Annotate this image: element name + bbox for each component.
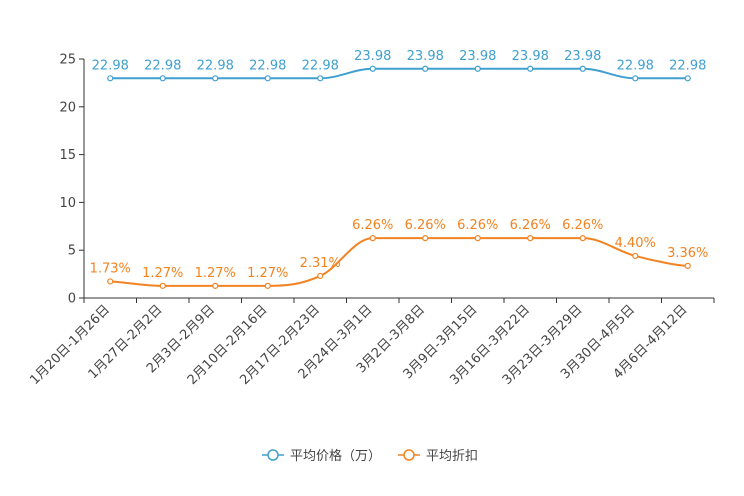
legend-item-1[interactable]: 平均折扣: [398, 449, 478, 464]
series-1-point[interactable]: [317, 272, 324, 280]
series-0-data-label: 23.98: [407, 49, 444, 64]
series-0-data-label: 22.98: [197, 58, 234, 73]
series-0-point[interactable]: [579, 65, 586, 72]
y-tick-label: 5: [68, 244, 76, 259]
y-tick-label: 15: [59, 148, 76, 163]
y-tick-label: 10: [59, 196, 76, 211]
y-tick-label: 25: [59, 53, 76, 68]
legend-item-0[interactable]: 平均价格（万）: [262, 448, 381, 464]
series-0-data-label: 23.98: [459, 49, 496, 64]
series-0-point[interactable]: [422, 65, 429, 72]
legend-circle-icon: [403, 449, 415, 461]
legend-label: 平均价格（万）: [290, 448, 381, 464]
series-1-data-label: 6.26%: [510, 218, 551, 233]
series-1-data-label: 6.26%: [352, 218, 393, 233]
series-1-data-label: 1.27%: [142, 266, 183, 281]
legend-circle-icon: [267, 449, 279, 461]
series-line-1: [110, 237, 688, 287]
series-1-data-label: 1.27%: [195, 266, 236, 281]
series-1-point[interactable]: [527, 235, 534, 242]
chart-legend[interactable]: 平均价格（万） 平均折扣: [262, 448, 478, 464]
series-1-point[interactable]: [159, 282, 166, 289]
chart-series: [107, 65, 691, 289]
series-1-point[interactable]: [422, 235, 429, 242]
series-1-data-label: 6.26%: [405, 218, 446, 233]
series-1-point[interactable]: [369, 235, 376, 242]
series-0-point[interactable]: [684, 75, 691, 82]
legend-label: 平均折扣: [426, 449, 478, 464]
series-1-data-label: 1.27%: [247, 266, 288, 281]
series-0-data-label: 22.98: [144, 58, 181, 73]
series-0-data-label: 22.98: [617, 58, 654, 73]
series-1-data-label: 6.26%: [457, 218, 498, 233]
series-0-point[interactable]: [317, 75, 324, 82]
series-0-data-label: 22.98: [249, 58, 286, 73]
series-1-point[interactable]: [579, 235, 586, 242]
series-0-data-label: 22.98: [92, 58, 129, 73]
series-1-point[interactable]: [474, 235, 481, 242]
y-tick-label: 20: [59, 100, 76, 115]
series-1-data-label: 4.40%: [615, 236, 656, 251]
series-0-data-label: 22.98: [302, 58, 339, 73]
chart-data-labels: 22.98 22.98 22.98 22.98 22.98 23.98 23.98 23.98…: [90, 49, 709, 281]
y-tick-label: 0: [68, 292, 76, 307]
series-1-data-label: 3.36%: [667, 246, 708, 261]
series-0-data-label: 23.98: [512, 49, 549, 64]
series-0-point[interactable]: [369, 65, 376, 72]
series-1-point[interactable]: [264, 282, 271, 289]
series-0-point[interactable]: [212, 75, 219, 82]
series-0-point[interactable]: [527, 65, 534, 72]
series-1-point[interactable]: [212, 282, 219, 289]
series-1-point[interactable]: [632, 252, 639, 260]
series-line-0: [110, 67, 688, 80]
series-1-point[interactable]: [684, 262, 691, 269]
series-0-point[interactable]: [107, 75, 114, 82]
series-0-point[interactable]: [159, 75, 166, 82]
series-1-point[interactable]: [107, 278, 114, 285]
series-0-data-label: 23.98: [564, 49, 601, 64]
series-1-data-label: 2.31%: [300, 256, 341, 271]
series-0-data-label: 22.98: [669, 58, 706, 73]
series-1-data-label: 6.26%: [562, 218, 603, 233]
series-0-point[interactable]: [474, 65, 481, 72]
series-0-point[interactable]: [632, 75, 639, 82]
series-1-data-label: 1.73%: [90, 261, 131, 276]
series-0-data-label: 23.98: [354, 49, 391, 64]
series-0-point[interactable]: [264, 75, 271, 82]
